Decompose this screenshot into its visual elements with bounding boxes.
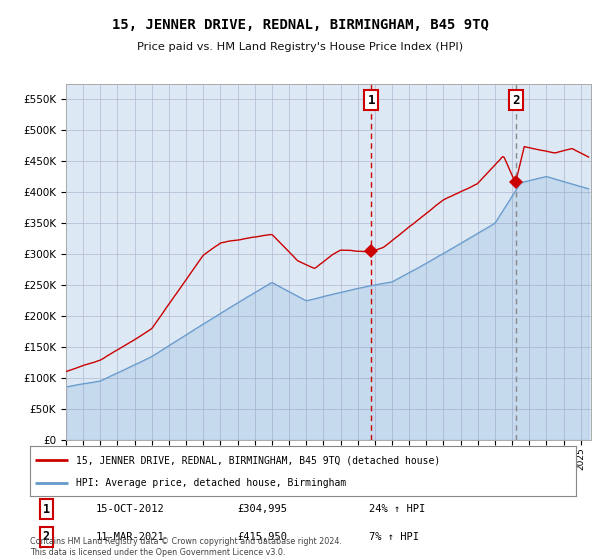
Text: £415,950: £415,950 bbox=[238, 532, 287, 542]
Text: 24% ↑ HPI: 24% ↑ HPI bbox=[368, 504, 425, 514]
Text: 15, JENNER DRIVE, REDNAL, BIRMINGHAM, B45 9TQ (detached house): 15, JENNER DRIVE, REDNAL, BIRMINGHAM, B4… bbox=[76, 455, 440, 465]
Text: £304,995: £304,995 bbox=[238, 504, 287, 514]
Text: 2: 2 bbox=[512, 94, 520, 106]
Text: HPI: Average price, detached house, Birmingham: HPI: Average price, detached house, Birm… bbox=[76, 478, 347, 488]
Text: 7% ↑ HPI: 7% ↑ HPI bbox=[368, 532, 419, 542]
Text: 15, JENNER DRIVE, REDNAL, BIRMINGHAM, B45 9TQ: 15, JENNER DRIVE, REDNAL, BIRMINGHAM, B4… bbox=[112, 18, 488, 32]
Text: Price paid vs. HM Land Registry's House Price Index (HPI): Price paid vs. HM Land Registry's House … bbox=[137, 42, 463, 52]
Text: 11-MAR-2021: 11-MAR-2021 bbox=[95, 532, 164, 542]
Text: 15-OCT-2012: 15-OCT-2012 bbox=[95, 504, 164, 514]
Text: 1: 1 bbox=[367, 94, 375, 106]
Text: 2: 2 bbox=[43, 530, 50, 543]
Text: 1: 1 bbox=[43, 503, 50, 516]
Text: Contains HM Land Registry data © Crown copyright and database right 2024.
This d: Contains HM Land Registry data © Crown c… bbox=[30, 537, 342, 557]
